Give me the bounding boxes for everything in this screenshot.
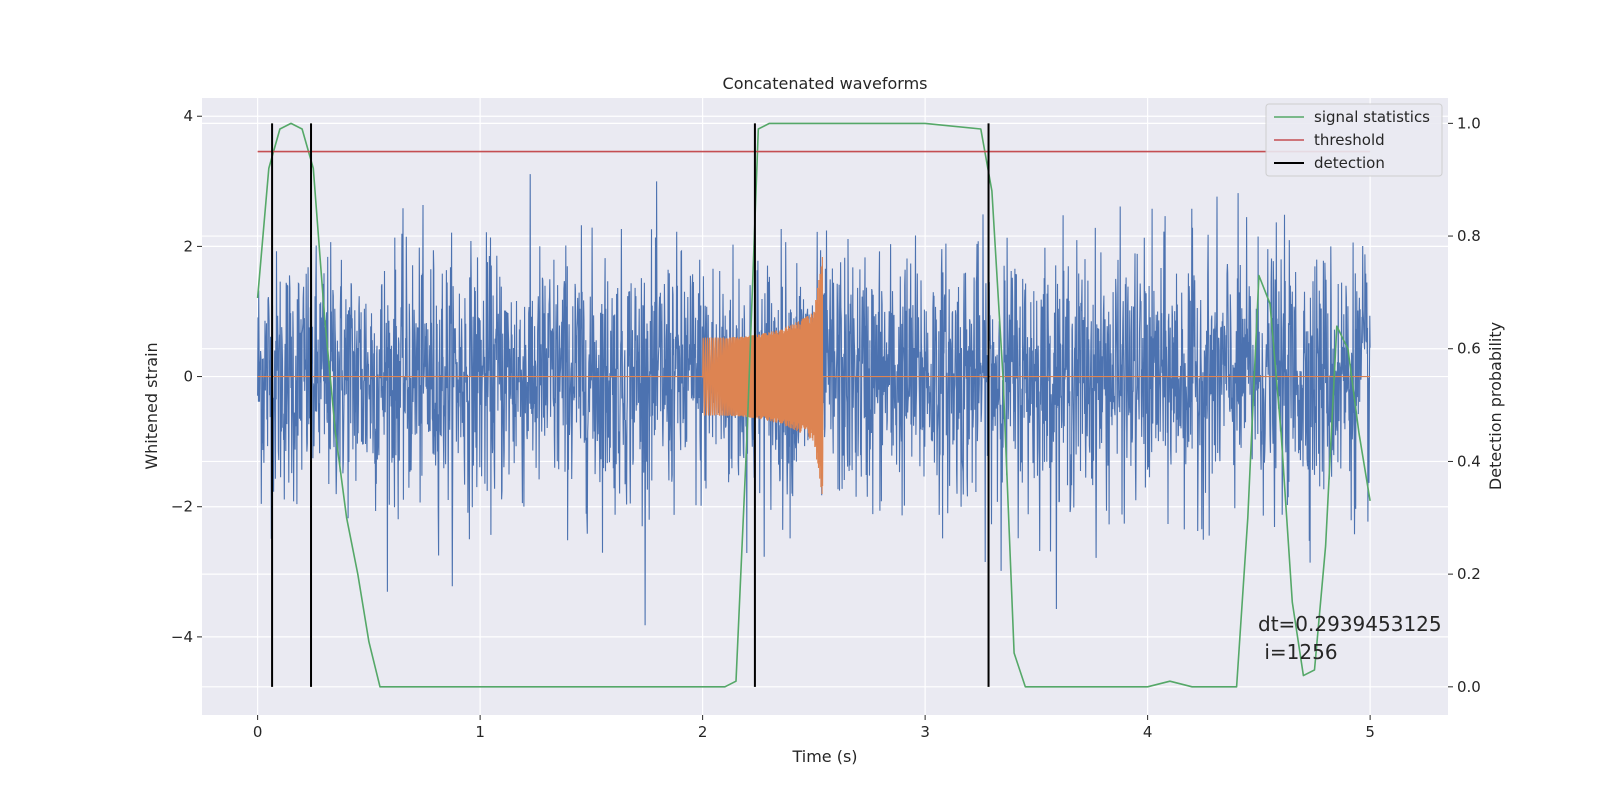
axis-ticks: 0 1 2 3 4 5 −4 −2 0 2 4 0.0 0.2 0.4 0.6 0.8 1.0 bbox=[171, 107, 1481, 741]
y-tick-label: 0 bbox=[183, 368, 193, 386]
legend: signal statistics threshold detection bbox=[1265, 103, 1443, 177]
legend-label-signal-statistics: signal statistics bbox=[1314, 108, 1430, 126]
y2-tick-label: 0.0 bbox=[1457, 678, 1481, 696]
y2-tick-label: 1.0 bbox=[1457, 114, 1481, 132]
y2-tick-label: 0.6 bbox=[1457, 340, 1481, 358]
y-tick-label: 2 bbox=[183, 237, 193, 255]
x-tick-label: 0 bbox=[253, 723, 263, 741]
y-tick-label: −2 bbox=[171, 498, 193, 516]
y-tick-label: 4 bbox=[183, 107, 193, 125]
x-tick-label: 5 bbox=[1365, 723, 1375, 741]
y2-tick-label: 0.2 bbox=[1457, 565, 1481, 583]
y2-tick-label: 0.8 bbox=[1457, 227, 1481, 245]
annotation-index: i=1256 bbox=[1258, 640, 1338, 664]
injection-trace bbox=[257, 256, 1371, 495]
y-axis-label: Whitened strain bbox=[142, 342, 161, 469]
y-tick-label: −4 bbox=[171, 628, 193, 646]
detection-series bbox=[256, 122, 1371, 688]
legend-label-detection: detection bbox=[1314, 154, 1385, 172]
injected-waveform bbox=[257, 256, 1371, 495]
signal-statistics-line bbox=[256, 122, 1371, 688]
x-axis-label: Time (s) bbox=[791, 747, 857, 766]
legend-label-threshold: threshold bbox=[1314, 131, 1385, 149]
x-tick-label: 2 bbox=[698, 723, 708, 741]
y2-tick-label: 0.4 bbox=[1457, 452, 1481, 470]
chart-title: Concatenated waveforms bbox=[723, 74, 928, 93]
x-tick-label: 1 bbox=[475, 723, 485, 741]
y2-axis-label: Detection probability bbox=[1486, 322, 1505, 490]
legend-box bbox=[1265, 103, 1443, 177]
annotation-dt: dt=0.2939453125 bbox=[1258, 612, 1442, 636]
x-tick-label: 4 bbox=[1143, 723, 1153, 741]
x-tick-label: 3 bbox=[920, 723, 930, 741]
